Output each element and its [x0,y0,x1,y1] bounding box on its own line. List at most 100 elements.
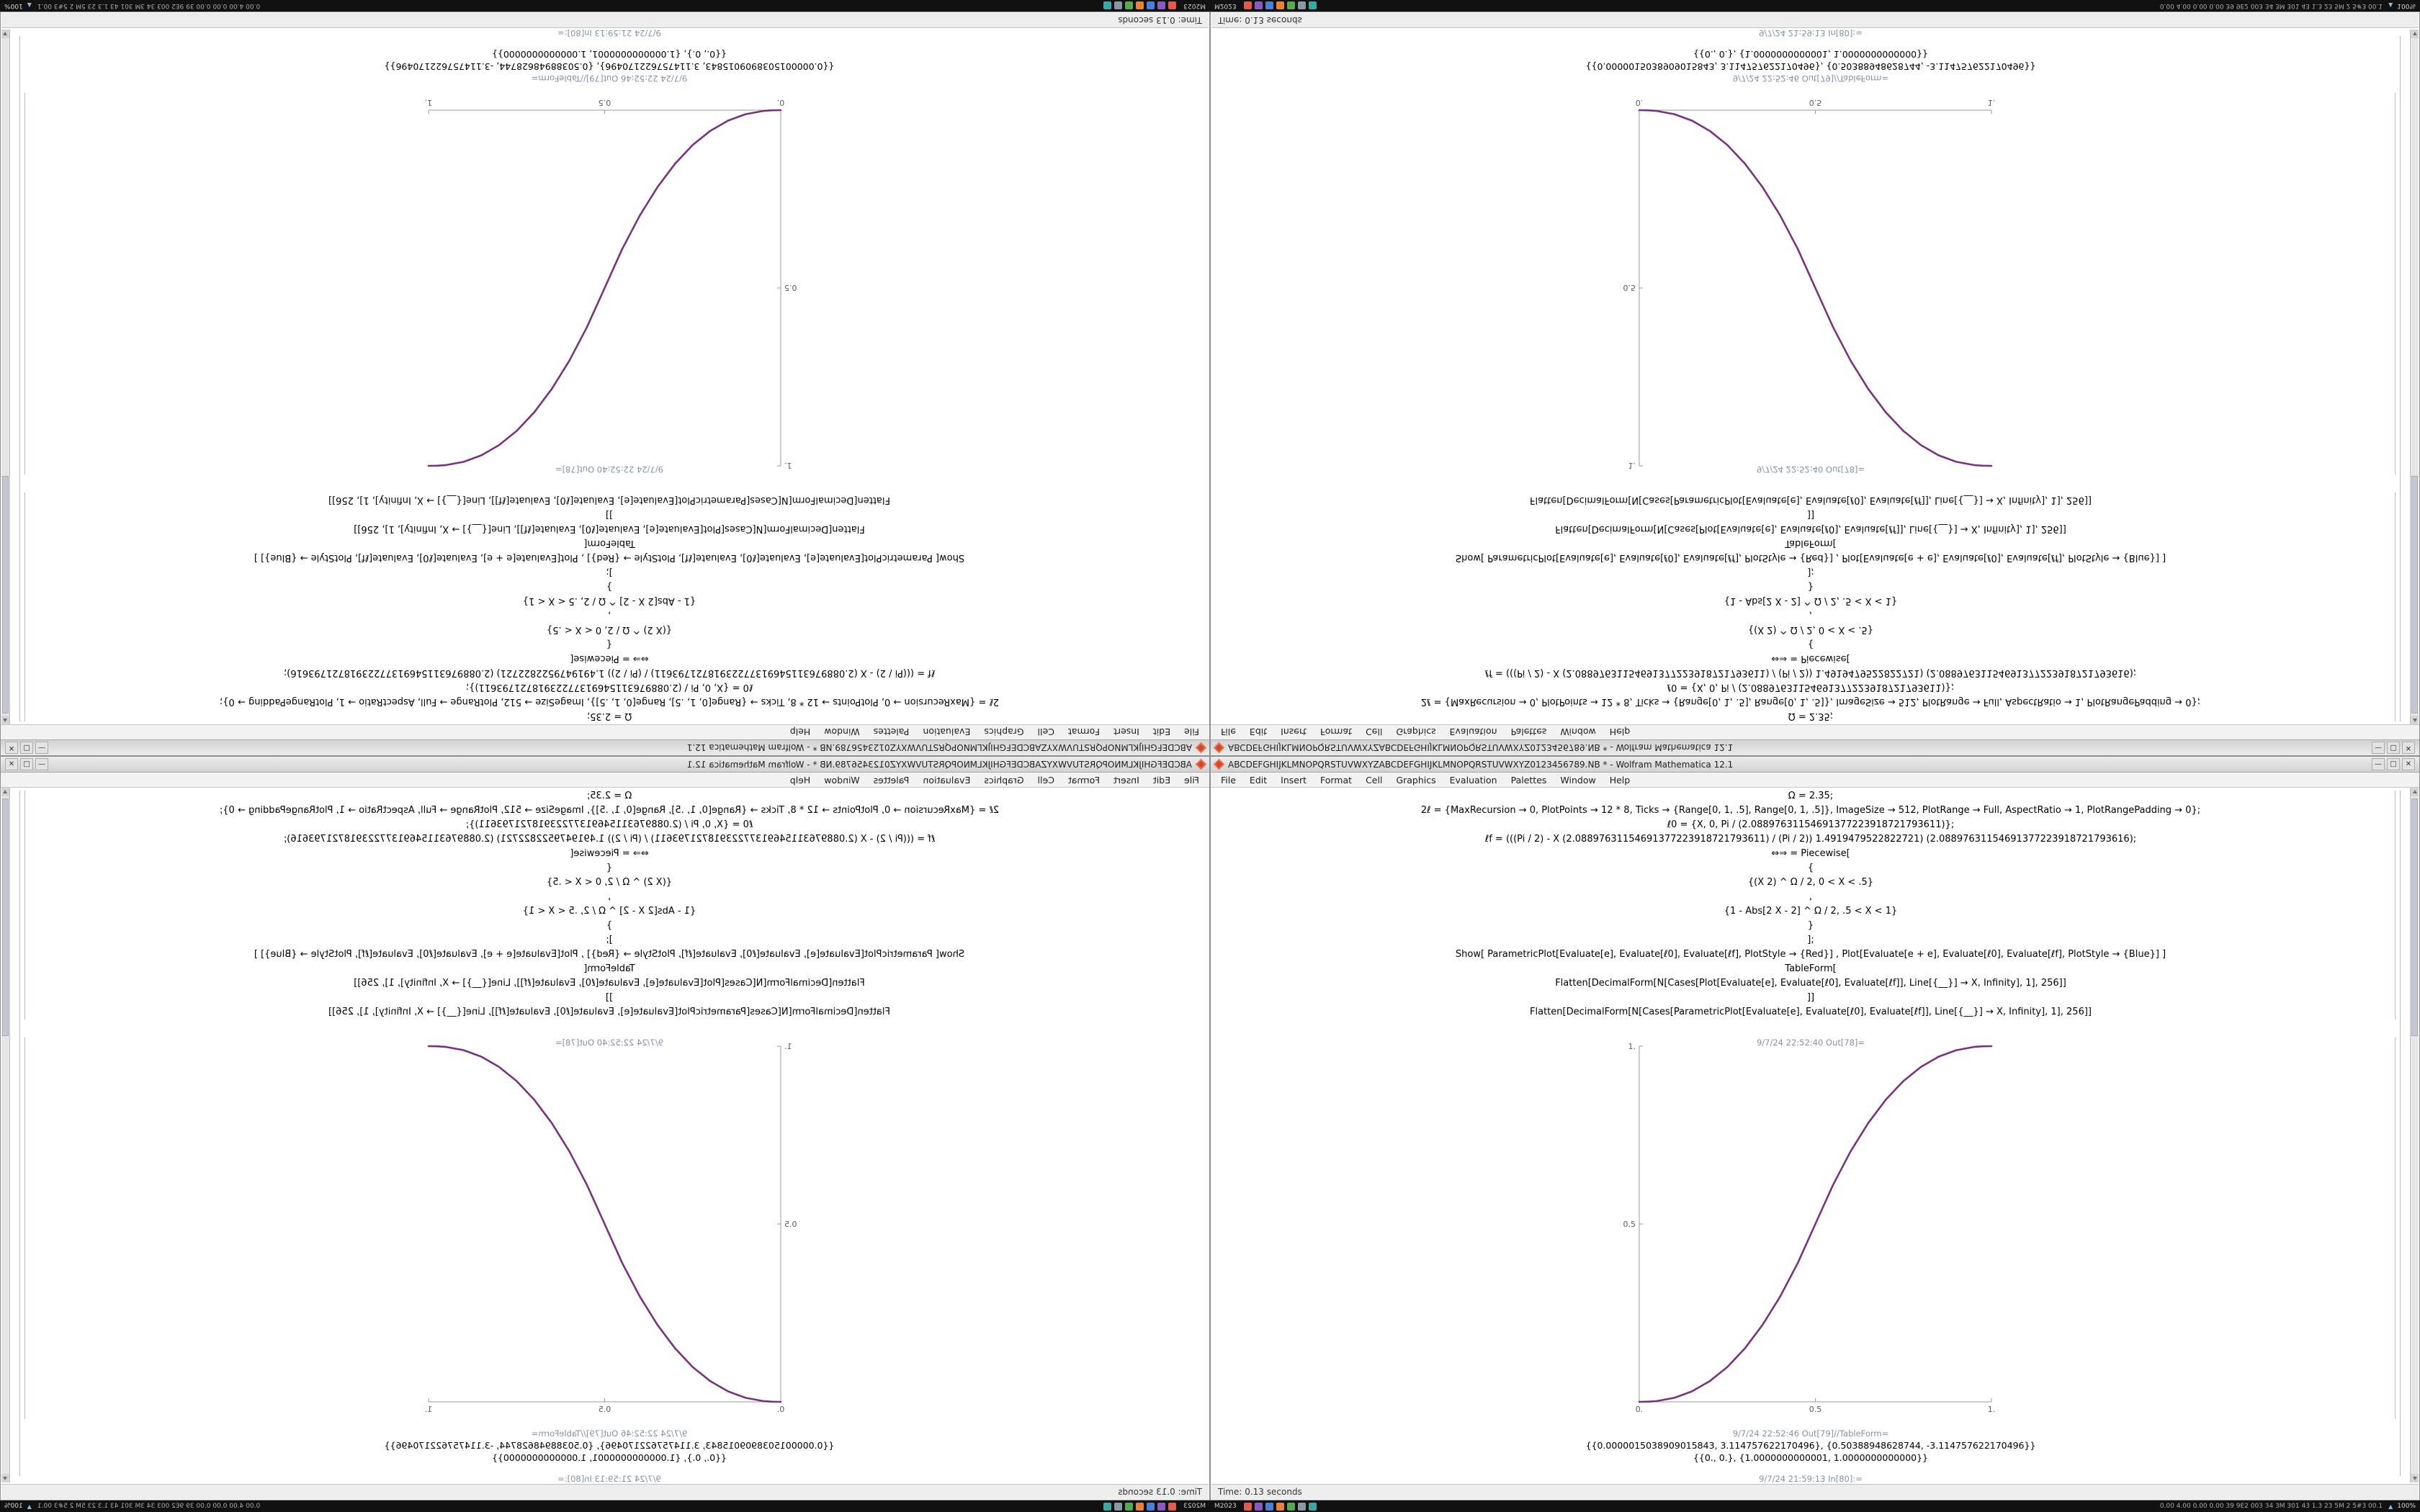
code-line[interactable]: { [606,639,613,649]
code-line[interactable]: 2ℓ = {MaxRecursion → 0, PlotPoints → 12 … [1420,696,2201,707]
taskbar-app-icon-purple[interactable] [1157,1,1166,10]
menu-graphics[interactable]: Graphics [1396,726,1436,738]
mathematica-spikey-icon[interactable] [1213,742,1225,754]
code-line[interactable]: } [1807,581,1814,592]
menu-format[interactable]: Format [1320,726,1353,738]
cell-group-bracket[interactable] [2400,791,2401,1476]
taskbar-app-icon-teal[interactable] [1103,1,1112,10]
output-plot[interactable]: 0. 0.5 1. 0.5 1. [1620,94,2002,469]
close-button[interactable]: ✕ [2402,742,2415,754]
scrollbar-thumb[interactable] [2,798,9,1036]
code-line[interactable]: , [607,891,611,902]
code-line[interactable]: ⇔⇒ = Piecewise[ [570,848,649,859]
tray-expand-icon[interactable]: ▲ [2388,1503,2393,1510]
code-line[interactable]: Flatten[DecimalForm[N[Cases[ParametricPl… [1530,1007,2092,1017]
code-line[interactable]: ⇔⇒ = Piecewise[ [570,653,649,664]
menu-edit[interactable]: Edit [1249,774,1268,786]
cell-bracket[interactable] [2395,492,2396,721]
scroll-down-icon[interactable] [2411,1474,2419,1482]
menu-graphics[interactable]: Graphics [1396,774,1436,786]
cell-bracket[interactable] [24,1038,25,1419]
code-line[interactable]: ]; [606,567,613,577]
window-titlebar[interactable]: ABCDEFGHIJKLMNOPQRSTUVWXYZABCDEFGHIJKLMN… [1211,757,2419,773]
taskbar-app-icon-blue[interactable] [1265,1502,1273,1511]
taskbar-app-icon-red[interactable] [1168,1502,1177,1511]
code-line[interactable]: { [606,863,613,873]
minimize-button[interactable]: — [2372,742,2385,754]
code-line[interactable]: Flatten[DecimalForm[N[Cases[ParametricPl… [1530,495,2092,505]
code-line[interactable]: {1 - Abs[2 X - 2] ^ Ω / 2, .5 < X < 1} [522,595,696,606]
taskbar-app-icon-green[interactable] [1286,1502,1295,1511]
menu-edit[interactable]: Edit [1152,726,1171,738]
code-line[interactable]: Ω = 2.35; [586,791,632,801]
close-button[interactable]: ✕ [2402,758,2415,770]
code-line[interactable]: ℓf = (((Pi / 2) - X (2.08897631154691377… [1484,667,2137,678]
menu-help[interactable]: Help [789,774,811,786]
cell-group-bracket[interactable] [2400,36,2401,721]
menu-window[interactable]: Window [824,726,860,738]
code-line[interactable]: ℓ0 = {X, 0, Pi / (2.08897631154691377223… [1667,819,1955,830]
code-line[interactable]: ⇔⇒ = Piecewise[ [1771,653,1850,664]
taskbar-app-icon-purple[interactable] [1254,1,1263,10]
code-line[interactable]: , [1809,891,1813,902]
taskbar-app-icon-red[interactable] [1168,1,1177,10]
taskbar-app-icon-orange[interactable] [1276,1,1284,10]
code-line[interactable]: Flatten[DecimalForm[N[Cases[Plot[Evaluat… [1555,523,2066,534]
taskbar-app-icon-blue[interactable] [1265,1,1273,10]
menu-edit[interactable]: Edit [1152,774,1171,786]
code-line[interactable]: 2ℓ = {MaxRecursion → 0, PlotPoints → 12 … [1420,805,2201,816]
minimize-button[interactable]: — [35,758,48,770]
window-titlebar[interactable]: ABCDEFGHIJKLMNOPQRSTUVWXYZABCDEFGHIJKLMN… [1211,739,2419,755]
menu-insert[interactable]: Insert [1281,726,1307,738]
code-line[interactable]: Flatten[DecimalForm[N[Cases[Plot[Evaluat… [354,978,865,989]
cell-bracket[interactable] [24,791,25,1020]
minimize-button[interactable]: — [2372,758,2385,770]
taskbar-app-icon-orange[interactable] [1136,1502,1144,1511]
code-line[interactable]: ℓf = (((Pi / 2) - X (2.08897631154691377… [283,834,936,845]
code-line[interactable]: ℓf = (((Pi / 2) - X (2.08897631154691377… [283,667,936,678]
mathematica-spikey-icon[interactable] [1213,758,1225,770]
code-line[interactable]: 2ℓ = {MaxRecursion → 0, PlotPoints → 12 … [219,805,1000,816]
menu-graphics[interactable]: Graphics [984,774,1024,786]
code-line[interactable]: {1 - Abs[2 X - 2] ^ Ω / 2, .5 < X < 1} [1724,906,1898,917]
code-line[interactable]: 2ℓ = {MaxRecursion → 0, PlotPoints → 12 … [219,696,1000,707]
scroll-up-icon[interactable] [1,716,9,724]
cell-group-bracket[interactable] [19,791,20,1476]
menu-evaluation[interactable]: Evaluation [923,774,971,786]
menu-format[interactable]: Format [1067,774,1100,786]
code-line[interactable]: ]] [1806,992,1815,1003]
window-titlebar[interactable]: ABCDEFGHIJKLMNOPQRSTUVWXYZABCDEFGHIJKLMN… [1,739,1209,755]
code-line[interactable]: ]; [1807,567,1814,577]
code-line[interactable]: ]] [605,992,614,1003]
menu-help[interactable]: Help [789,726,811,738]
code-line[interactable]: Flatten[DecimalForm[N[Cases[ParametricPl… [328,495,890,505]
scroll-down-icon[interactable] [1,30,9,38]
code-line[interactable]: Show[ ParametricPlot[Evaluate[e], Evalua… [254,949,965,960]
code-line[interactable]: ℓ0 = {X, 0, Pi / (2.08897631154691377223… [465,819,753,830]
menu-file[interactable]: File [1184,774,1199,786]
menu-graphics[interactable]: Graphics [984,726,1024,738]
cell-bracket[interactable] [2395,791,2396,1020]
menu-evaluation[interactable]: Evaluation [923,726,971,738]
menu-cell[interactable]: Cell [1037,726,1054,738]
taskbar-app-icon-teal[interactable] [1103,1502,1112,1511]
maximize-button[interactable]: □ [2387,742,2400,754]
menu-evaluation[interactable]: Evaluation [1449,774,1497,786]
code-line[interactable]: {(X 2) ^ Ω / 2, 0 < X < .5} [546,624,673,635]
output-plot[interactable]: 0. 0.5 1. 0.5 1. [418,1043,800,1418]
close-button[interactable]: ✕ [5,758,18,770]
code-line[interactable]: } [606,920,613,931]
close-button[interactable]: ✕ [5,742,18,754]
vertical-scrollbar[interactable] [2410,30,2419,724]
taskbar-app-icon-green[interactable] [1125,1,1134,10]
scroll-up-icon[interactable] [2411,788,2419,796]
code-line[interactable]: Show[ ParametricPlot[Evaluate[e], Evalua… [1455,552,2166,563]
cell-bracket[interactable] [2395,1038,2396,1419]
code-line[interactable]: Ω = 2.35; [586,711,632,721]
code-line[interactable]: ℓ0 = {X, 0, Pi / (2.08897631154691377223… [465,682,753,693]
taskbar-app-icon-teal[interactable] [1308,1502,1317,1511]
taskbar-app-icon-gray[interactable] [1114,1502,1123,1511]
scroll-up-icon[interactable] [2411,716,2419,724]
cell-group-bracket[interactable] [19,36,20,721]
code-line[interactable]: ℓ0 = {X, 0, Pi / (2.08897631154691377223… [1667,682,1955,693]
